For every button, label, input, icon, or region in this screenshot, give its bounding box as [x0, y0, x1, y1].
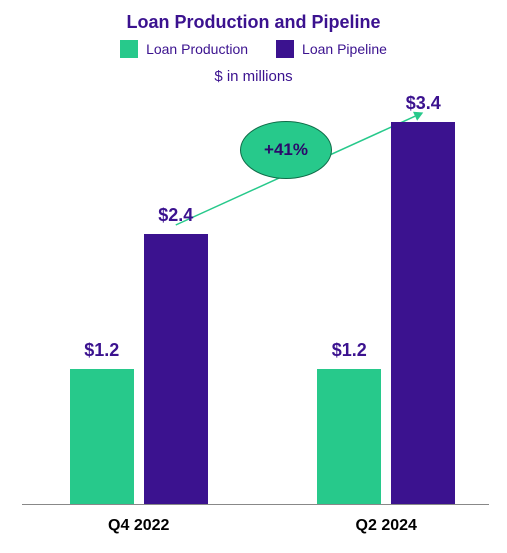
x-axis-label: Q2 2024: [326, 517, 446, 535]
bar-q2_2024-pipeline: [391, 122, 455, 505]
legend-item-production: Loan Production: [120, 40, 248, 58]
x-axis-label: Q4 2022: [79, 517, 199, 535]
bar-q4_2022-pipeline: [144, 234, 208, 504]
chart-subtitle: $ in millions: [0, 68, 507, 85]
growth-annotation: +41%: [240, 121, 332, 179]
legend-label: Loan Production: [146, 41, 248, 57]
data-label: $3.4: [393, 93, 453, 114]
data-label: $2.4: [146, 205, 206, 226]
growth-annotation-text: +41%: [264, 140, 308, 160]
legend: Loan Production Loan Pipeline: [0, 40, 507, 58]
legend-label: Loan Pipeline: [302, 41, 387, 57]
legend-swatch-production: [120, 40, 138, 58]
legend-swatch-pipeline: [276, 40, 294, 58]
chart-title: Loan Production and Pipeline: [0, 12, 507, 33]
data-label: $1.2: [72, 340, 132, 361]
chart-container: Loan Production and Pipeline Loan Produc…: [0, 0, 507, 553]
bar-q2_2024-production: [317, 369, 381, 504]
bar-q4_2022-production: [70, 369, 134, 504]
data-label: $1.2: [319, 340, 379, 361]
legend-item-pipeline: Loan Pipeline: [276, 40, 387, 58]
